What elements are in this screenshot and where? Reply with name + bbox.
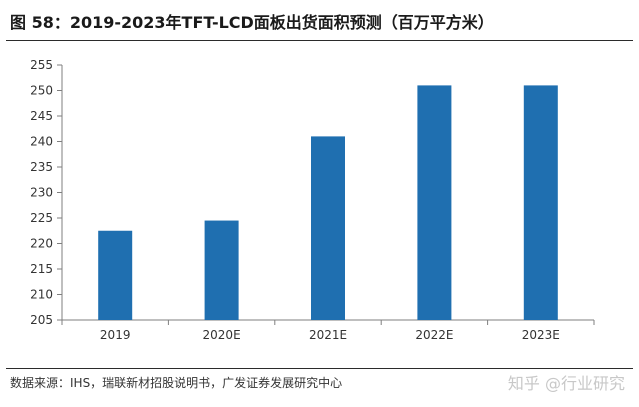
y-tick-label: 225 <box>30 211 53 225</box>
watermark: 知乎 @行业研究 <box>507 374 625 393</box>
x-axis: 2019 2020E 2021E 2022E 2023E <box>61 319 595 342</box>
y-tick-label: 255 <box>30 58 53 72</box>
x-tick-label: 2022E <box>415 328 453 342</box>
x-tick-label: 2023E <box>522 328 560 342</box>
bar-2023E <box>523 85 558 321</box>
y-tick-label: 235 <box>30 160 53 174</box>
x-tick-label: 2019 <box>100 328 131 342</box>
bar-2022E <box>417 85 452 321</box>
bars <box>98 85 558 321</box>
y-tick-label: 240 <box>30 135 53 149</box>
y-tick-label: 245 <box>30 109 53 123</box>
y-tick-label: 220 <box>30 237 53 251</box>
y-tick-label: 215 <box>30 262 53 276</box>
x-tick-label: 2021E <box>309 328 347 342</box>
title-divider <box>6 40 633 41</box>
y-tick-label: 205 <box>30 313 53 327</box>
y-tick-label: 230 <box>30 186 53 200</box>
y-tick-label: 210 <box>30 288 53 302</box>
y-tick-label: 250 <box>30 84 53 98</box>
chart-title: 图 58：2019-2023年TFT-LCD面板出货面积预测（百万平方米） <box>10 13 494 32</box>
x-tick-label: 2020E <box>203 328 241 342</box>
source-divider <box>6 368 633 369</box>
bar-2019 <box>98 230 133 320</box>
bar-2021E <box>311 136 345 320</box>
bar-2020E <box>204 220 239 320</box>
y-axis: 205 210 215 220 225 230 235 240 245 250 255 <box>30 58 63 327</box>
data-source-note: 数据来源：IHS，瑞联新材招股说明书，广发证券发展研究中心 <box>10 376 343 390</box>
